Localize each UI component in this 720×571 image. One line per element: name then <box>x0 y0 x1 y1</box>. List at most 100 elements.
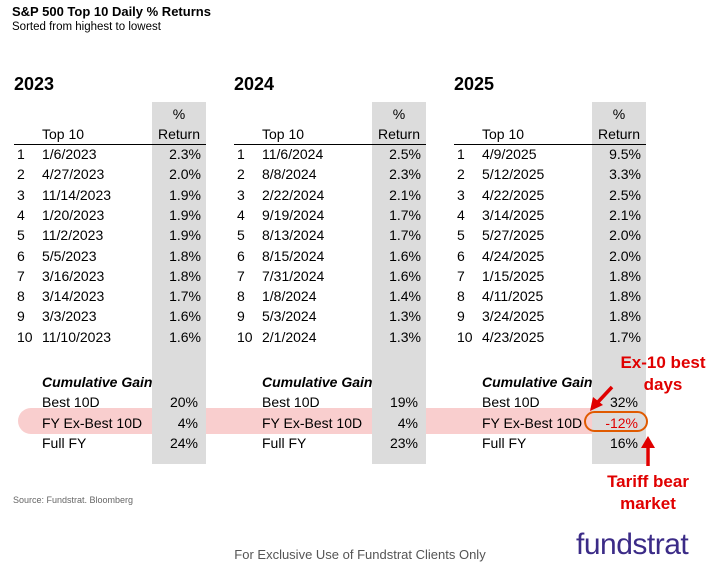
trade-date: 4/24/2025 <box>482 247 545 264</box>
trade-date: 4/27/2023 <box>42 166 105 183</box>
trade-date: 5/12/2025 <box>482 166 545 183</box>
return-value: 2.1% <box>609 206 641 223</box>
rank-number: 2 <box>237 166 245 183</box>
cumulative-label: Full FY <box>262 435 307 451</box>
year-heading: 2025 <box>454 74 495 94</box>
return-value: 2.0% <box>609 247 641 264</box>
trade-date: 11/10/2023 <box>42 328 112 345</box>
cumulative-value: 4% <box>397 414 418 431</box>
return-value: 1.9% <box>169 227 201 244</box>
return-value: 1.7% <box>389 206 421 223</box>
rank-number: 3 <box>17 186 25 203</box>
trade-date: 11/2/2023 <box>42 227 104 244</box>
footer-disclaimer: For Exclusive Use of Fundstrat Clients O… <box>234 547 486 562</box>
top10-header: Top 10 <box>42 126 85 142</box>
rank-number: 5 <box>237 227 245 244</box>
return-value: 3.3% <box>609 166 641 183</box>
rank-number: 7 <box>17 267 25 284</box>
rank-number: 10 <box>17 328 33 345</box>
rank-number: 3 <box>457 186 465 203</box>
return-value: 1.7% <box>389 227 421 244</box>
cumulative-value: 4% <box>177 414 198 431</box>
annotation-ex10-line2: days <box>643 375 683 394</box>
top10-header: Top 10 <box>262 126 305 142</box>
source-note: Source: Fundstrat. Bloomberg <box>13 495 134 505</box>
trade-date: 5/3/2024 <box>262 308 317 325</box>
percent-header: % <box>392 106 406 122</box>
return-column-shade <box>152 102 206 464</box>
trade-date: 4/9/2025 <box>482 146 537 162</box>
page-title: S&P 500 Top 10 Daily % Returns <box>12 4 211 19</box>
return-value: 1.4% <box>389 288 421 305</box>
trade-date: 8/8/2024 <box>262 166 317 183</box>
cumulative-value: 16% <box>609 435 638 451</box>
return-value: 2.0% <box>169 166 201 183</box>
return-column-shade <box>372 102 426 464</box>
return-value: 1.7% <box>169 288 201 305</box>
return-value: 2.3% <box>169 146 201 162</box>
return-value: 1.6% <box>389 247 421 264</box>
rank-number: 8 <box>237 288 245 305</box>
trade-date: 11/14/2023 <box>42 186 112 203</box>
header-rule <box>234 144 426 145</box>
trade-date: 5/5/2023 <box>42 247 97 264</box>
trade-date: 7/31/2024 <box>262 267 325 284</box>
cumulative-label: Best 10D <box>262 394 320 410</box>
return-header: Return <box>377 126 421 142</box>
rank-number: 9 <box>237 308 245 325</box>
trade-date: 4/11/2025 <box>482 288 544 305</box>
trade-date: 5/27/2025 <box>482 227 545 244</box>
rank-number: 9 <box>17 308 25 325</box>
cumulative-label: Best 10D <box>42 394 100 410</box>
return-value: 1.6% <box>389 267 421 284</box>
trade-date: 4/22/2025 <box>482 186 545 203</box>
rank-number: 6 <box>17 247 25 264</box>
trade-date: 11/6/2024 <box>262 146 324 162</box>
cumulative-label: Full FY <box>42 435 87 451</box>
return-value: 2.5% <box>389 146 421 162</box>
return-value: 1.7% <box>609 328 641 345</box>
trade-date: 1/20/2023 <box>42 206 105 223</box>
return-value: 2.5% <box>609 186 641 203</box>
return-value: 1.8% <box>609 288 641 305</box>
cumulative-gain-header: Cumulative Gain <box>482 374 593 390</box>
rank-number: 5 <box>457 227 465 244</box>
year-heading: 2024 <box>234 74 275 94</box>
rank-number: 2 <box>17 166 25 183</box>
rank-number: 10 <box>237 328 253 345</box>
trade-date: 8/15/2024 <box>262 247 325 264</box>
rank-number: 7 <box>237 267 245 284</box>
trade-date: 1/8/2024 <box>262 288 317 305</box>
trade-date: 1/15/2025 <box>482 267 545 284</box>
rank-number: 4 <box>237 206 245 223</box>
return-value: 1.8% <box>169 267 201 284</box>
header-rule <box>454 144 646 145</box>
cumulative-gain-header: Cumulative Gain <box>42 374 153 390</box>
trade-date: 3/14/2023 <box>42 288 105 305</box>
trade-date: 3/24/2025 <box>482 308 545 325</box>
percent-header: % <box>612 106 626 122</box>
rank-number: 6 <box>457 247 465 264</box>
trade-date: 2/22/2024 <box>262 186 325 203</box>
cumulative-label: Best 10D <box>482 394 540 410</box>
cumulative-label: FY Ex-Best 10D <box>262 414 363 431</box>
cumulative-value: -12% <box>605 414 638 431</box>
rank-number: 2 <box>457 166 465 183</box>
return-value: 1.3% <box>389 308 421 325</box>
rank-number: 10 <box>457 328 473 345</box>
percent-header: % <box>172 106 186 122</box>
annotation-tariff: Tariff bear market <box>596 471 700 515</box>
cumulative-value: 19% <box>389 394 418 410</box>
cumulative-value: 24% <box>169 435 198 451</box>
trade-date: 1/6/2023 <box>42 146 97 162</box>
return-value: 1.6% <box>169 308 201 325</box>
highlight-oval <box>584 411 648 432</box>
page-subtitle: Sorted from highest to lowest <box>12 21 161 33</box>
trade-date: 8/13/2024 <box>262 227 325 244</box>
rank-number: 7 <box>457 267 465 284</box>
rank-number: 4 <box>17 206 25 223</box>
trade-date: 3/16/2023 <box>42 267 105 284</box>
annotation-ex10-line1: Ex-10 best <box>620 353 706 372</box>
rank-number: 4 <box>457 206 465 223</box>
return-value: 1.8% <box>609 308 641 325</box>
